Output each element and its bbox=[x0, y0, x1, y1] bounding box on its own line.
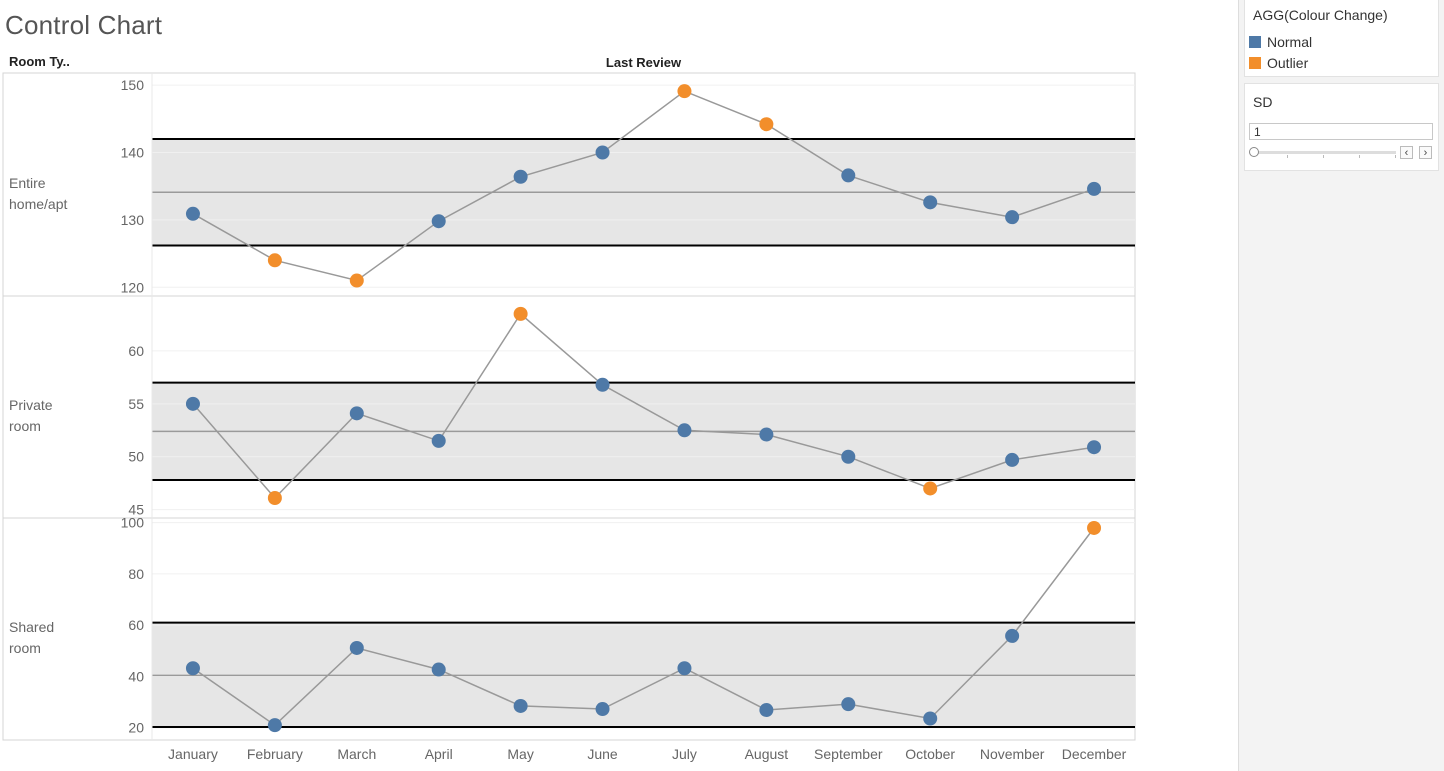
x-tick-label: September bbox=[814, 746, 883, 762]
sd-decrement-button[interactable]: ‹ bbox=[1400, 146, 1413, 159]
data-point bbox=[513, 306, 528, 321]
data-point bbox=[595, 702, 610, 717]
data-point bbox=[185, 396, 200, 411]
x-tick-label: May bbox=[507, 746, 533, 762]
data-point bbox=[595, 145, 610, 160]
x-tick-label: October bbox=[905, 746, 955, 762]
data-point bbox=[677, 84, 692, 99]
sd-slider-track[interactable] bbox=[1254, 151, 1396, 154]
data-point bbox=[513, 169, 528, 184]
data-point bbox=[431, 433, 446, 448]
sd-slider-tick bbox=[1323, 155, 1324, 158]
x-tick-label: February bbox=[247, 746, 303, 762]
data-point bbox=[759, 427, 774, 442]
sd-slider-handle[interactable] bbox=[1249, 147, 1259, 157]
legend-swatch-normal bbox=[1249, 36, 1261, 48]
y-tick-label: 40 bbox=[128, 668, 144, 684]
data-point bbox=[1087, 181, 1102, 196]
y-tick-label: 100 bbox=[121, 515, 145, 531]
sd-parameter-control: SD ‹ › bbox=[1244, 83, 1439, 171]
x-tick-label: June bbox=[587, 746, 618, 762]
data-point bbox=[431, 662, 446, 677]
y-tick-label: 20 bbox=[128, 720, 144, 736]
sd-slider-tick bbox=[1287, 155, 1288, 158]
panel-label-shared-room: Shared room bbox=[9, 617, 99, 659]
data-point bbox=[923, 481, 938, 496]
control-chart: 120 130 140 150 45 50 55 60 20 40 60 80 100 January Fe… bbox=[2, 72, 1136, 762]
data-point bbox=[349, 640, 364, 655]
sd-slider-tick bbox=[1359, 155, 1360, 158]
x-tick-label: July bbox=[672, 746, 697, 762]
y-tick-label: 60 bbox=[128, 617, 144, 633]
series-line bbox=[192, 90, 1095, 282]
data-point bbox=[431, 214, 446, 229]
y-tick-label: 50 bbox=[128, 449, 144, 465]
legend-item-normal[interactable]: Normal bbox=[1249, 34, 1312, 52]
data-point bbox=[1087, 520, 1102, 535]
data-point bbox=[267, 491, 282, 506]
row-header[interactable]: Room Ty.. bbox=[9, 54, 70, 69]
data-point bbox=[349, 273, 364, 288]
sd-slider-tick bbox=[1395, 155, 1396, 158]
panel-label-private-room: Private room bbox=[9, 395, 99, 437]
data-point bbox=[759, 703, 774, 718]
y-tick-label: 150 bbox=[121, 77, 145, 93]
data-point bbox=[841, 449, 856, 464]
data-point bbox=[185, 661, 200, 676]
data-point bbox=[267, 253, 282, 268]
data-point bbox=[595, 377, 610, 392]
panel-label-line: Private bbox=[9, 397, 53, 413]
y-tick-label: 80 bbox=[128, 566, 144, 582]
data-point bbox=[677, 661, 692, 676]
legend-item-outlier[interactable]: Outlier bbox=[1249, 55, 1308, 73]
chart-title: Control Chart bbox=[5, 10, 163, 40]
sd-value-input[interactable] bbox=[1249, 123, 1433, 140]
x-tick-label: March bbox=[337, 746, 376, 762]
x-tick-label: August bbox=[745, 746, 789, 762]
data-point bbox=[677, 423, 692, 438]
series-line bbox=[192, 527, 1095, 727]
x-tick-label: April bbox=[425, 746, 453, 762]
legend-swatch-outlier bbox=[1249, 57, 1261, 69]
column-header[interactable]: Last Review bbox=[605, 55, 682, 70]
y-tick-label: 130 bbox=[121, 212, 145, 228]
data-point bbox=[923, 195, 938, 210]
data-point bbox=[841, 697, 856, 712]
panel-label-line: home/apt bbox=[9, 196, 68, 212]
data-point bbox=[841, 168, 856, 183]
panel-label-line: Shared bbox=[9, 619, 55, 635]
y-tick-label: 45 bbox=[128, 502, 144, 518]
y-tick-label: 120 bbox=[121, 279, 145, 295]
panel-label-line: room bbox=[9, 418, 41, 434]
legend-title: AGG(Colour Change) bbox=[1253, 7, 1388, 23]
data-point bbox=[1005, 210, 1020, 225]
x-tick-label: January bbox=[168, 746, 218, 762]
y-tick-label: 140 bbox=[121, 144, 145, 160]
y-tick-label: 60 bbox=[128, 343, 144, 359]
x-tick-label: December bbox=[1062, 746, 1127, 762]
data-point bbox=[1005, 628, 1020, 643]
data-point bbox=[1005, 452, 1020, 467]
data-point bbox=[267, 718, 282, 733]
color-legend: AGG(Colour Change) Normal Outlier bbox=[1244, 0, 1439, 77]
sd-title: SD bbox=[1253, 94, 1273, 110]
legend-label: Normal bbox=[1267, 34, 1313, 50]
panel-label-entire-home: Entire home/apt bbox=[9, 173, 99, 215]
series-line bbox=[192, 312, 1095, 500]
data-point bbox=[1087, 440, 1102, 455]
data-point bbox=[349, 406, 364, 421]
data-point bbox=[185, 206, 200, 221]
data-point bbox=[923, 711, 938, 726]
legend-label: Outlier bbox=[1267, 55, 1309, 71]
panel-label-line: room bbox=[9, 640, 41, 656]
data-point bbox=[513, 698, 528, 713]
sd-increment-button[interactable]: › bbox=[1419, 146, 1432, 159]
panel-label-line: Entire bbox=[9, 175, 46, 191]
data-point bbox=[759, 117, 774, 132]
x-tick-label: November bbox=[980, 746, 1045, 762]
y-tick-label: 55 bbox=[128, 396, 144, 412]
